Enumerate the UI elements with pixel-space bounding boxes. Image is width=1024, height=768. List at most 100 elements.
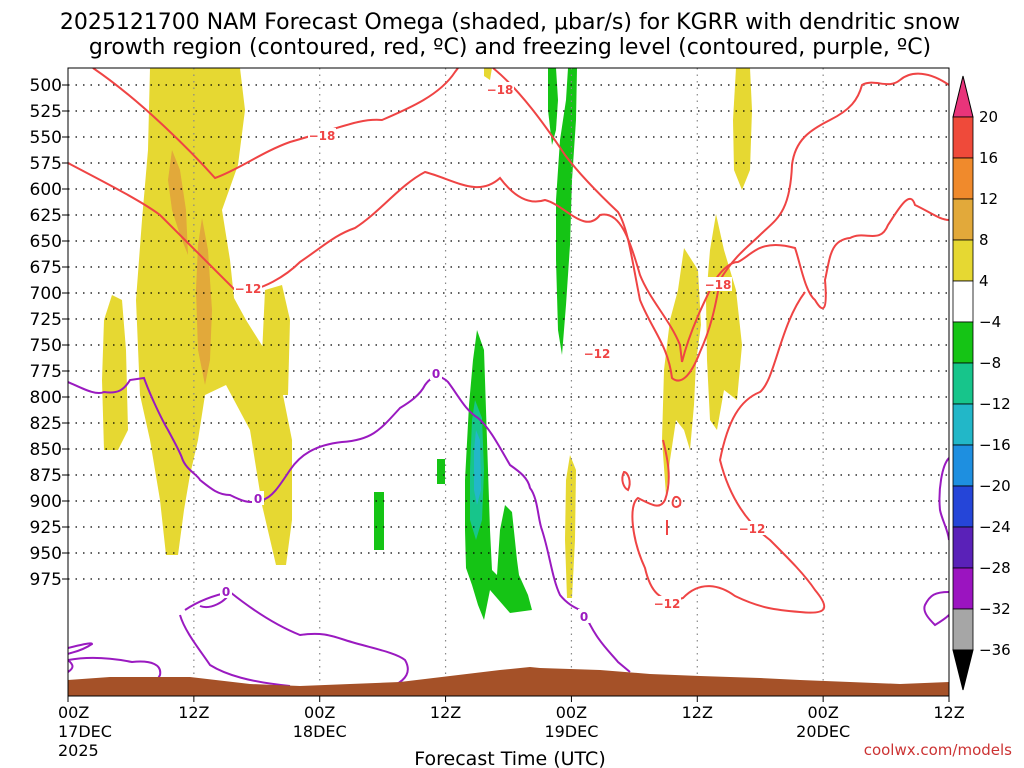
- omega-yellow-region-right3: [733, 68, 752, 190]
- y-tick-label: 625: [30, 206, 62, 226]
- y-tick-label: 525: [30, 102, 62, 122]
- x-tick-label: 00Z: [304, 703, 335, 722]
- isotherm-minus18-right: [492, 68, 721, 382]
- colorbar-label: 4: [979, 272, 989, 290]
- contour-label: −18: [705, 278, 732, 292]
- colorbar-label: 8: [979, 231, 989, 249]
- colorbar-segment: [952, 362, 974, 405]
- omega-green-region-c: [465, 330, 532, 620]
- x-tick-label: 17DEC: [58, 722, 112, 741]
- omega-yellow-region-top: [484, 68, 492, 80]
- plot-area: −18 −18 −12 −12 −18 −12 −12 0 0 0 0: [68, 68, 949, 696]
- isotherm-minus12-small-loop2: [671, 495, 682, 508]
- x-axis-title: Forecast Time (UTC): [414, 748, 605, 768]
- contour-label: −12: [584, 347, 611, 361]
- y-tick-label: 675: [30, 258, 62, 278]
- plot-frame: [67, 67, 950, 697]
- contour-label-bg: [234, 281, 262, 295]
- colorbar: 20 16 12 8 4 −4 −8 −12 −16 −20 −24 −28 −32 −36: [952, 75, 1011, 691]
- contour-label-bg: [486, 82, 514, 96]
- credit-text: coolwx.com/models: [864, 741, 1012, 759]
- y-tick-label: 550: [30, 128, 62, 148]
- y-tick-label: 700: [30, 284, 62, 304]
- x-tick-label: 00Z: [807, 703, 838, 722]
- omega-yellow-region-left: [102, 295, 128, 450]
- omega-orange-region-2: [196, 218, 212, 385]
- dgz-isotherms: [68, 68, 949, 614]
- colorbar-segment: [952, 608, 974, 651]
- isotherm-minus12-right: [681, 197, 949, 363]
- contour-label: −12: [654, 597, 681, 611]
- colorbar-label: −16: [979, 436, 1011, 454]
- omega-green-region-d: [374, 492, 384, 550]
- colorbar-segment: [952, 567, 974, 610]
- colorbar-label: −24: [979, 518, 1011, 536]
- colorbar-segment: [952, 526, 974, 569]
- colorbar-label: −32: [979, 600, 1011, 618]
- isotherm-minus12-upper: [68, 162, 683, 363]
- y-tick-label: 900: [30, 492, 62, 512]
- contour-label: 0: [254, 492, 262, 506]
- omega-green-region-a: [548, 68, 558, 145]
- colorbar-segment: [952, 485, 974, 528]
- colorbar-top-arrow: [952, 75, 974, 118]
- colorbar-segment: [952, 321, 974, 364]
- y-tick-label: 500: [30, 76, 62, 96]
- y-tick-label: 725: [30, 310, 62, 330]
- y-tick-label: 650: [30, 232, 62, 252]
- isotherm-minus12-small-loop1: [621, 470, 631, 492]
- omega-orange-region-1: [168, 150, 188, 255]
- y-tick-label: 875: [30, 466, 62, 486]
- colorbar-label: −36: [979, 641, 1011, 659]
- omega-cyan-shading: [474, 430, 481, 505]
- x-tick-label: 00Z: [58, 703, 89, 722]
- contour-label: 0: [432, 367, 440, 381]
- x-tick-label: 20DEC: [796, 722, 850, 741]
- omega-orange-shading: [168, 150, 212, 385]
- contour-label: −12: [739, 522, 766, 536]
- x-tick-label: 19DEC: [544, 722, 598, 741]
- freezing-level-right-edge-1: [938, 457, 949, 541]
- y-tick-label: 950: [30, 544, 62, 564]
- colorbar-segment: [952, 157, 974, 200]
- y-tick-label: 925: [30, 518, 62, 538]
- contour-label: 0: [222, 585, 230, 599]
- omega-yellow-region-right1: [662, 248, 701, 495]
- contour-label: 0: [580, 610, 588, 624]
- colorbar-segment: [952, 444, 974, 487]
- contour-label: −18: [309, 129, 336, 143]
- contour-label-bg: [738, 521, 766, 535]
- contour-label: −18: [487, 83, 514, 97]
- colorbar-label: 16: [979, 149, 998, 167]
- contour-label-bg: [430, 366, 442, 380]
- contour-label: −12: [235, 282, 262, 296]
- chart-title-line1: 2025121700 NAM Forecast Omega (shaded, μ…: [60, 10, 960, 35]
- contour-label-bg: [578, 609, 590, 623]
- contour-label-bg: [583, 346, 611, 360]
- y-tick-label: 825: [30, 414, 62, 434]
- contour-label-bg: [252, 491, 264, 505]
- colorbar-segment: [952, 280, 974, 323]
- colorbar-label: −12: [979, 395, 1011, 413]
- x-tick-label: 2025: [58, 741, 99, 760]
- isotherm-minus18-right-upper: [719, 72, 949, 281]
- contour-label-bg: [653, 596, 681, 610]
- colorbar-bottom-arrow: [952, 649, 974, 691]
- isotherm-minus12-lower: [631, 291, 826, 614]
- x-tick-label: 12Z: [933, 703, 964, 722]
- y-tick-label: 575: [30, 154, 62, 174]
- x-tick-label: 00Z: [556, 703, 587, 722]
- omega-yellow-shading: [102, 68, 752, 598]
- y-tick-label: 850: [30, 440, 62, 460]
- x-tick-label: 12Z: [430, 703, 461, 722]
- isotherm-minus18-left: [92, 68, 459, 180]
- gridlines: [68, 68, 949, 696]
- contour-label-bg: [220, 584, 232, 598]
- colorbar-label: −8: [979, 354, 1001, 372]
- colorbar-segment: [952, 198, 974, 241]
- x-tick-label: 18DEC: [293, 722, 347, 741]
- colorbar-label: 12: [979, 190, 998, 208]
- y-tick-label: 775: [30, 362, 62, 382]
- freezing-level-upper: [68, 375, 585, 613]
